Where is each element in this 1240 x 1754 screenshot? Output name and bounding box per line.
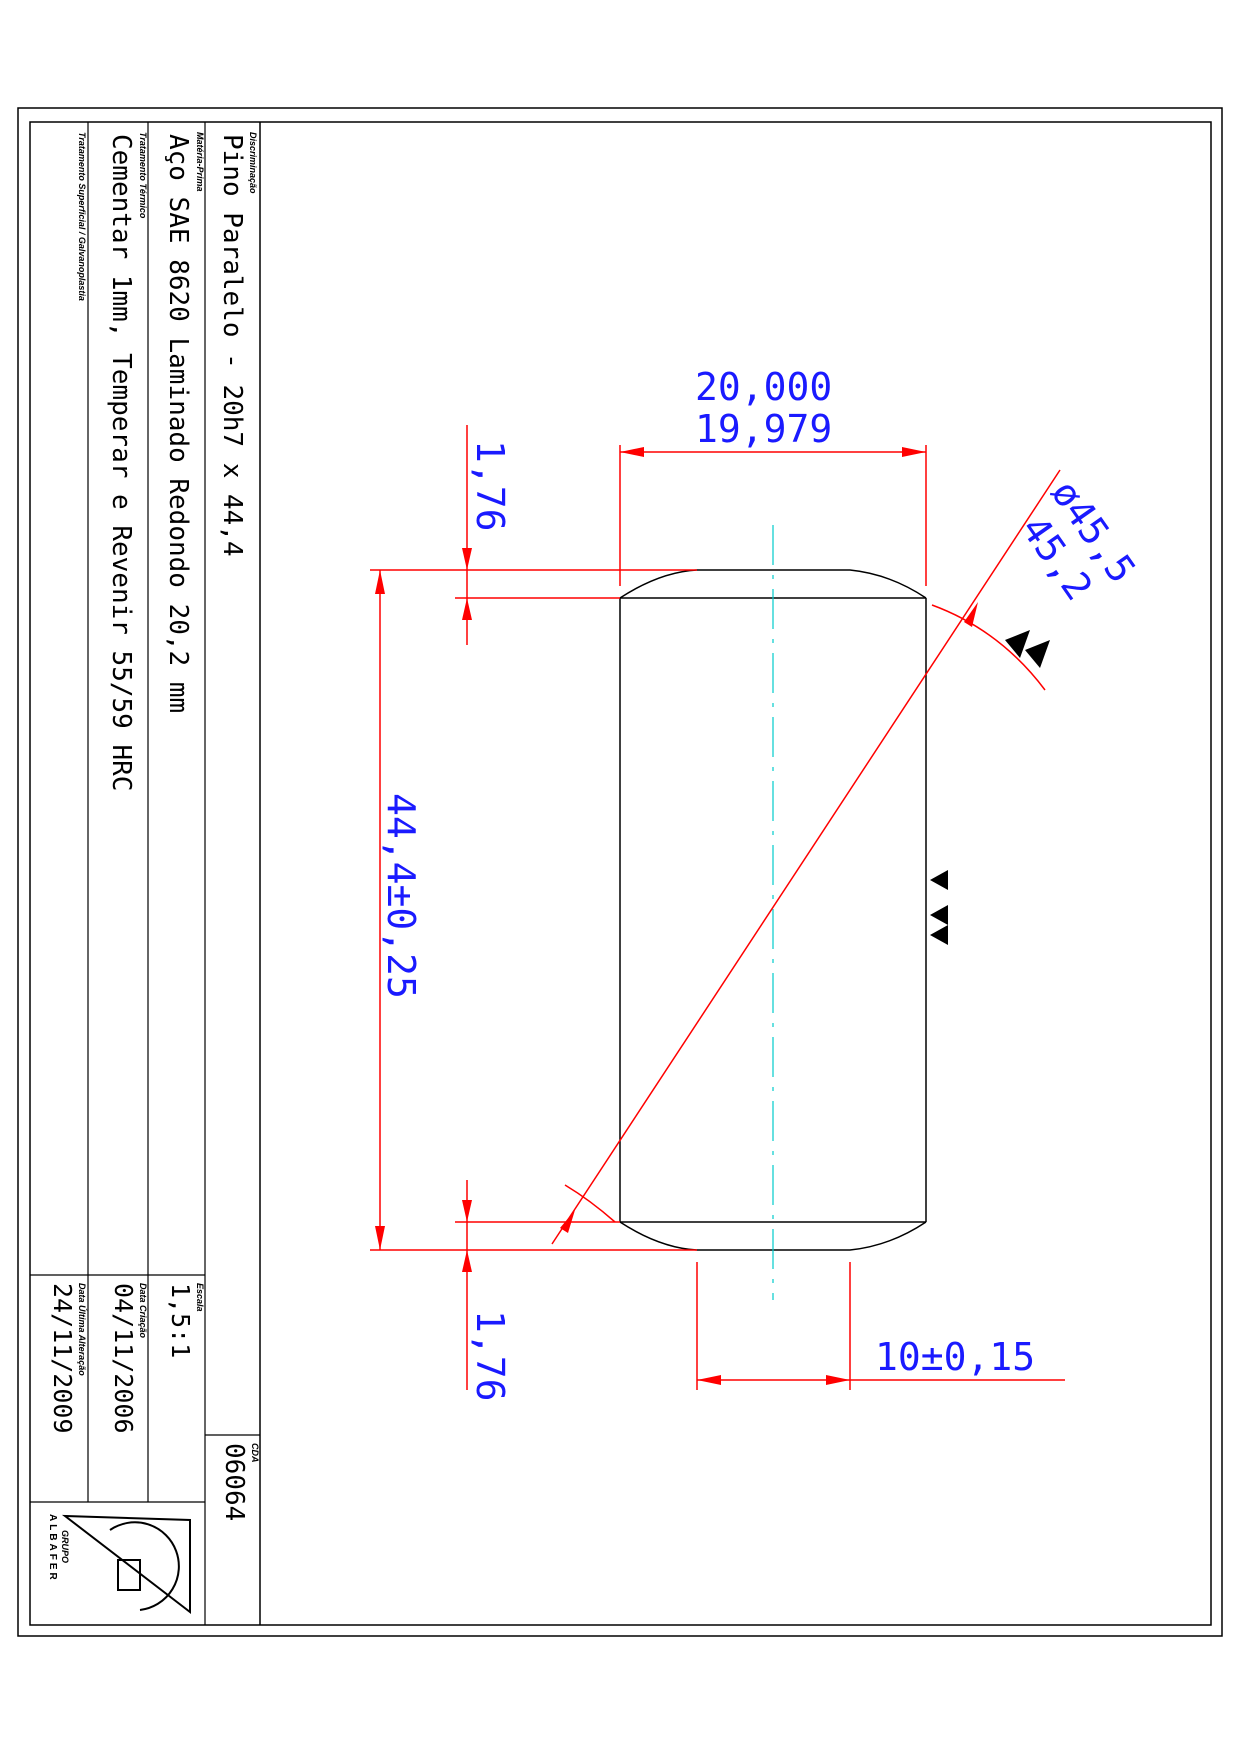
- code-value: 06064: [219, 1443, 249, 1521]
- inner-border: [29, 121, 1212, 1626]
- diameter-lower-text: 19,979: [695, 407, 832, 451]
- surface-finish-symbol-corner: [1005, 630, 1050, 668]
- title-block: Discriminação Pino Paralelo - 20h7 x 44,…: [30, 122, 261, 1625]
- material-label: Matéria-Prima: [195, 132, 205, 192]
- code-label: CDA: [250, 1443, 260, 1463]
- crown-length-text: 10±0,15: [875, 1335, 1035, 1379]
- material-value: Aço SAE 8620 Laminado Redondo 20,2 mm: [163, 134, 193, 713]
- surface-treatment-label: Tratamento Superficial / Galvanoplastia: [77, 132, 87, 301]
- length-text: 44,4±0,25: [379, 793, 423, 999]
- chamfer-top-text: 1,76: [468, 440, 512, 532]
- heat-treatment-value: Cementar 1mm, Temperar e Revenir 55/59 H…: [106, 134, 136, 791]
- logo-small-text: GRUPO: [60, 1530, 70, 1563]
- description-label: Discriminação: [248, 132, 258, 194]
- chamfer-bottom-text: 1,76: [468, 1310, 512, 1402]
- description-value: Pino Paralelo - 20h7 x 44,4: [217, 134, 247, 557]
- company-logo: ALBAFER GRUPO: [47, 1514, 191, 1615]
- logo-text: ALBAFER: [47, 1514, 58, 1583]
- created-date-label: Data Criação: [138, 1283, 148, 1339]
- heat-treatment-label: Tratamento Térmico: [138, 132, 148, 219]
- diameter-upper-text: 20,000: [695, 365, 832, 409]
- dimension-lines: [370, 425, 1065, 1390]
- outer-border: [17, 107, 1223, 1637]
- modified-date-label: Data Última Alteração: [77, 1283, 88, 1376]
- surface-finish-symbol-side: [930, 870, 948, 945]
- created-date-value: 04/11/2006: [109, 1283, 138, 1434]
- arrowheads: [375, 447, 978, 1385]
- scale-label: Escala: [195, 1283, 205, 1312]
- scale-value: 1,5:1: [166, 1283, 195, 1358]
- modified-date-value: 24/11/2009: [48, 1283, 77, 1434]
